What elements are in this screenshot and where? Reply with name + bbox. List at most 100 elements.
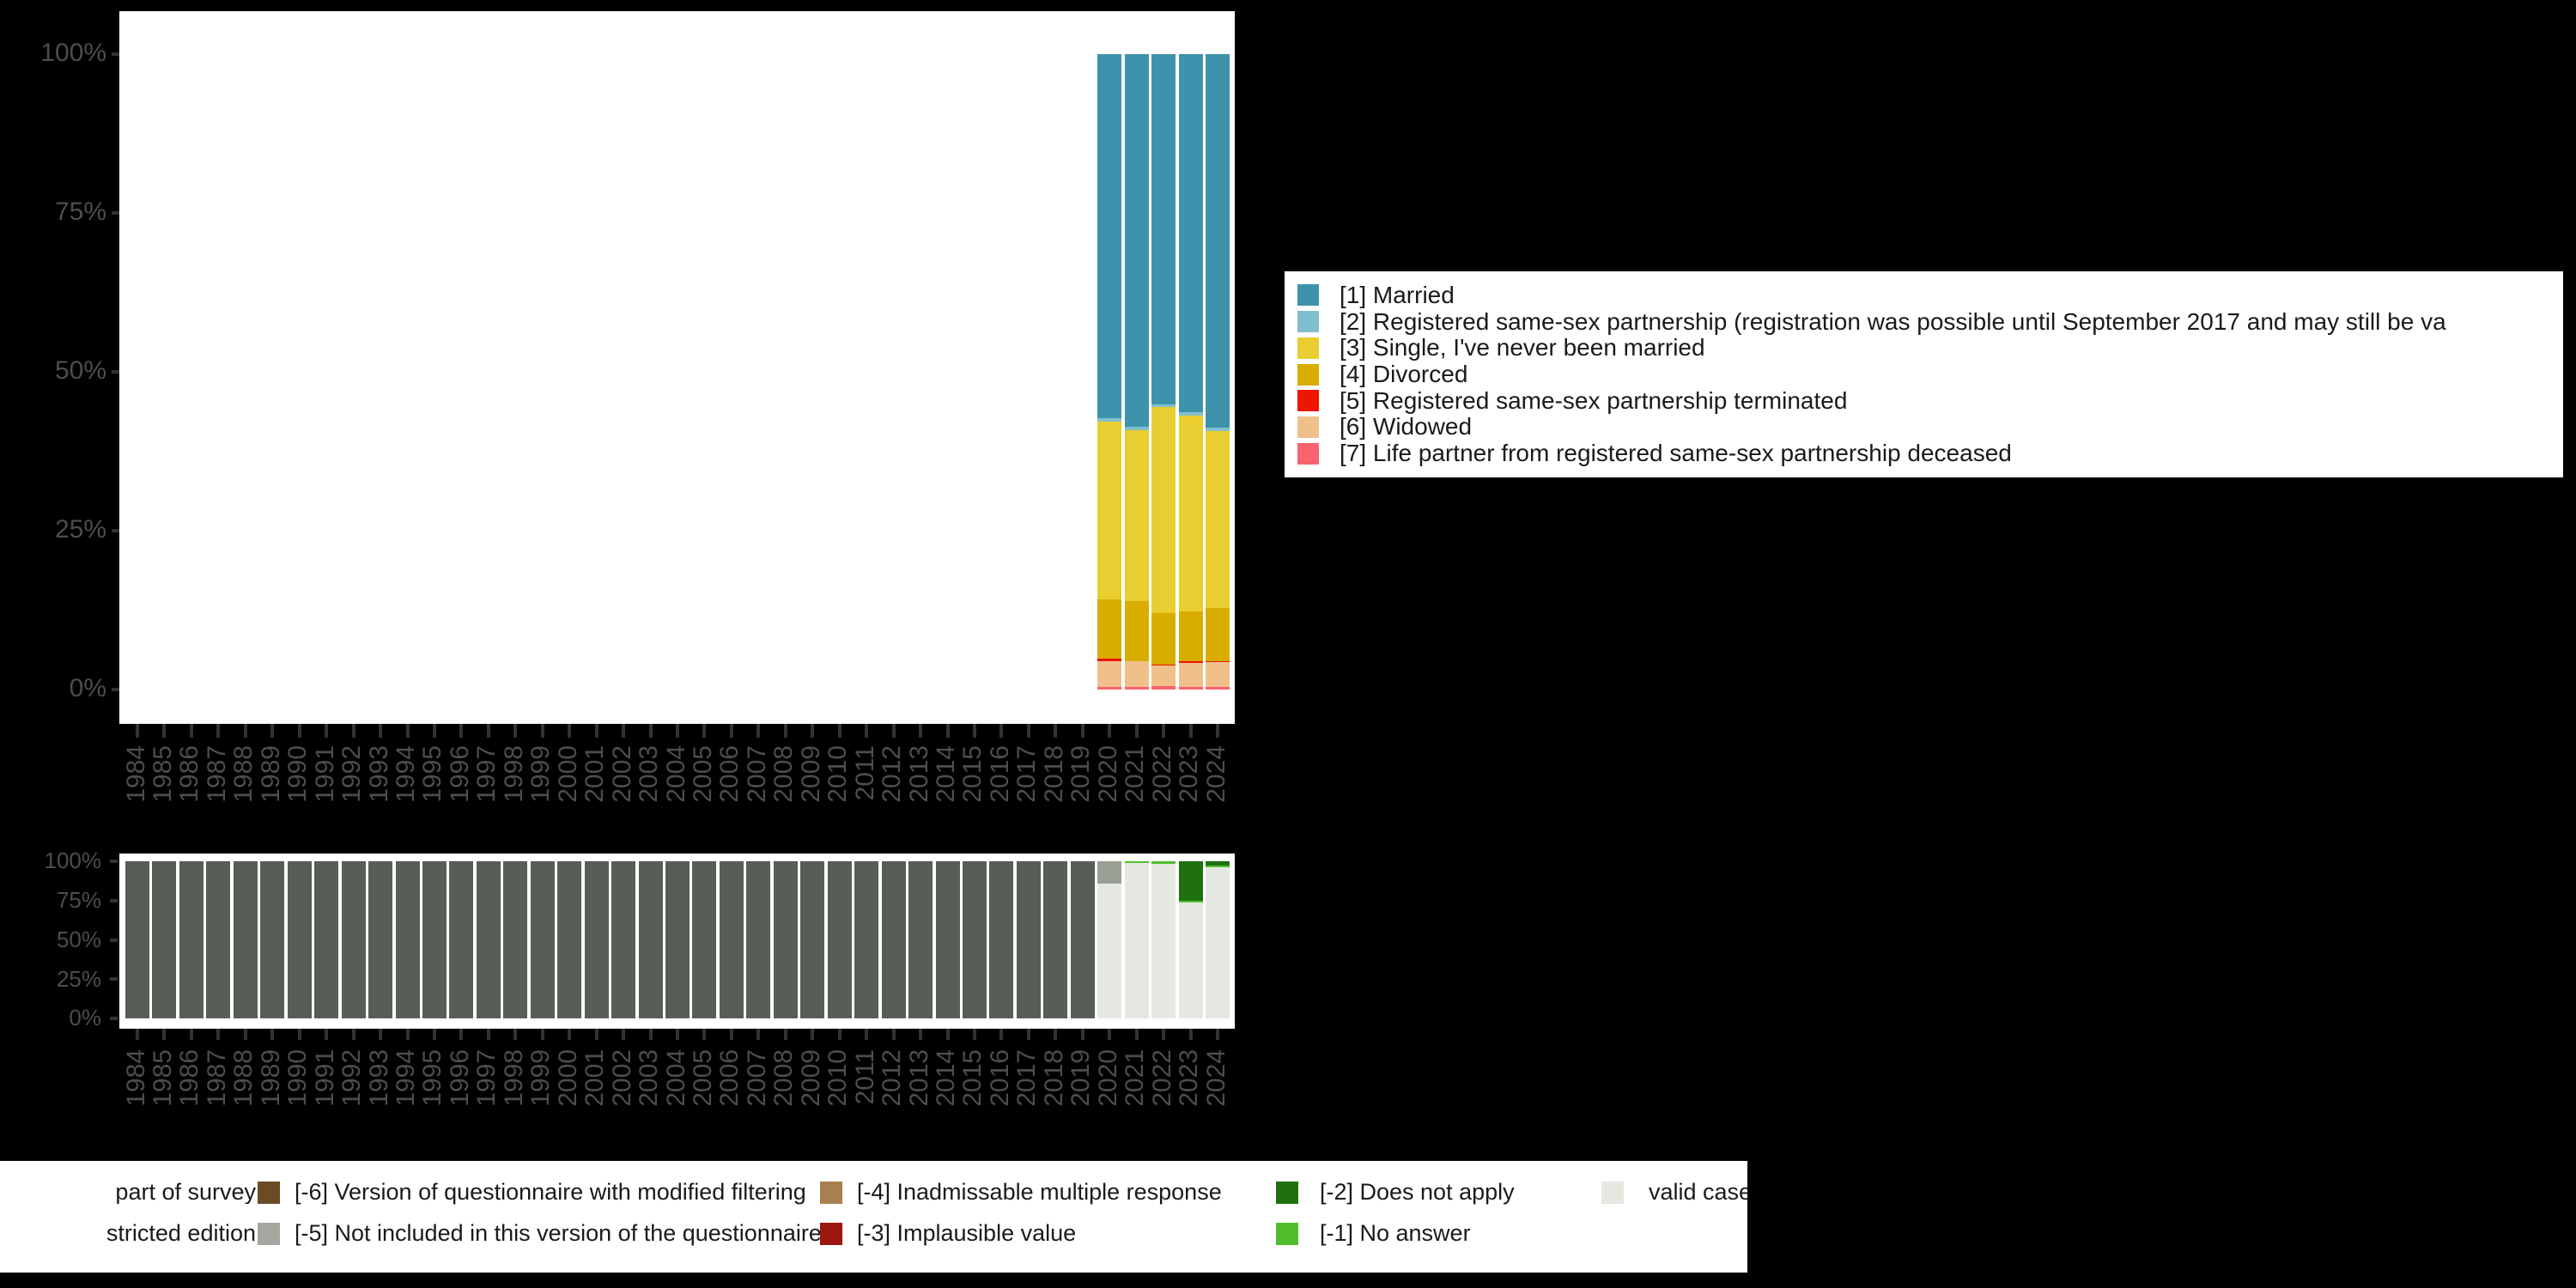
x-axis-year-label: 2010 (823, 1049, 853, 1107)
missings-legend: part of survey [-6] Version of questionna… (0, 1161, 1747, 1273)
x-axis-tick (756, 724, 761, 738)
x-axis-year-label: 2006 (715, 1049, 744, 1107)
bar-segment-category-3 (1151, 407, 1176, 614)
x-axis-year-label: 2007 (742, 745, 771, 803)
bar-segment-category-5 (1097, 659, 1122, 661)
y-axis-tick (110, 977, 118, 981)
x-axis-tick (405, 724, 410, 738)
bar-segment-category-4 (1124, 601, 1149, 661)
bar-segment-category-3 (1097, 421, 1122, 599)
x-axis-tick (1188, 724, 1193, 738)
x-axis-year-label: 1995 (418, 745, 447, 803)
x-axis-year-label: 2014 (932, 745, 960, 803)
x-axis-tick (540, 1029, 544, 1040)
legend-swatch-category-6 (1297, 416, 1319, 438)
y-axis-tick-label: 75% (56, 887, 101, 914)
x-axis-year-label: 1989 (256, 745, 285, 803)
missing-bar-segment-valid (1206, 866, 1230, 1018)
x-axis-year-label: 2003 (635, 1049, 664, 1107)
x-axis-tick (729, 1029, 733, 1040)
x-axis-year-label: 2001 (580, 745, 610, 803)
x-axis-year-label: 1987 (202, 745, 231, 803)
missing-bar-segment-not_part_of_survey (368, 861, 393, 1018)
x-axis-year-label: 1988 (229, 745, 258, 803)
x-axis-year-label: 1998 (499, 745, 528, 803)
missing-bar-segment-not_part_of_survey (989, 861, 1014, 1018)
bar-segment-category-7 (1206, 687, 1230, 690)
bar-segment-category-4 (1178, 611, 1203, 661)
x-axis-tick (594, 724, 598, 738)
missing-bar-segment-not_part_of_survey (962, 861, 987, 1018)
bar-segment-category-1 (1178, 54, 1203, 413)
top-chart-plot-area (119, 11, 1235, 724)
x-axis-year-label: 2023 (1175, 1049, 1204, 1107)
x-axis-tick (1188, 1029, 1193, 1040)
x-axis-year-label: 2019 (1066, 745, 1096, 803)
x-axis-tick (270, 1029, 275, 1040)
y-axis-tick-label: 100% (44, 848, 102, 874)
x-axis-tick (999, 724, 1004, 738)
legend-label: [5] Registered same-sex partnership term… (1340, 386, 1848, 414)
legend-label-clipped: stricted edition (106, 1222, 256, 1245)
legend-label: [6] Widowed (1340, 413, 1473, 440)
missing-bar-segment-not_part_of_survey (314, 861, 339, 1018)
missing-bar-segment-not_part_of_survey (260, 861, 285, 1018)
x-axis-year-label: 2001 (580, 1049, 610, 1107)
missing-bar-segment-not_part_of_survey (773, 861, 798, 1018)
x-axis-year-label: 2018 (1039, 745, 1068, 803)
missing-bar-segment-not_part_of_survey (719, 861, 744, 1018)
x-axis-year-label: 1994 (392, 745, 420, 803)
x-axis-year-label: 1990 (283, 1049, 313, 1107)
y-axis-tick-label: 50% (56, 926, 101, 952)
missing-bar-segment-no_answer (1151, 861, 1176, 864)
x-axis-year-label: 1995 (418, 1049, 447, 1107)
bar-segment-category-4 (1151, 613, 1176, 665)
legend-item-category-2: [2] Registered same-sex partnership (reg… (1285, 308, 2563, 335)
missing-bar-segment-not_part_of_survey (638, 861, 663, 1018)
legend-item-category-3: [3] Single, I've never been married (1285, 334, 2563, 361)
missing-bar-segment-not_part_of_survey (935, 861, 960, 1018)
missing-bar-segment-not_part_of_survey (152, 861, 177, 1018)
bar-segment-category-1 (1151, 54, 1176, 404)
x-axis-tick (972, 1029, 976, 1040)
x-axis-tick (783, 1029, 787, 1040)
x-axis-year-label: 2002 (607, 1049, 636, 1107)
missing-bar-segment-not_part_of_survey (233, 861, 258, 1018)
x-axis-year-label: 1992 (337, 1049, 367, 1107)
missing-bar-segment-not_part_of_survey (125, 861, 149, 1018)
legend-swatch-missing (820, 1223, 842, 1245)
x-axis-year-label: 1992 (337, 745, 367, 803)
missing-bar-segment-no_answer (1206, 865, 1230, 867)
missing-bar-segment-not_part_of_survey (854, 861, 879, 1018)
x-axis-tick (676, 724, 679, 738)
x-axis-year-label: 2008 (769, 1049, 799, 1107)
x-axis-tick (1134, 1029, 1139, 1040)
y-axis-tick (110, 898, 118, 902)
missing-bar-segment-no_answer (1124, 861, 1149, 863)
x-axis-year-label: 2011 (850, 1049, 879, 1105)
x-axis-year-label: 2013 (904, 745, 933, 803)
x-axis-tick (945, 1029, 950, 1040)
legend-swatch-missing (1276, 1223, 1298, 1245)
x-axis-year-label: 2009 (796, 745, 825, 803)
bar-segment-category-5 (1178, 660, 1203, 663)
x-axis-tick (811, 724, 815, 738)
x-axis-year-label: 1986 (175, 745, 204, 803)
x-axis-tick (891, 724, 896, 738)
x-axis-tick (865, 1029, 869, 1040)
x-axis-tick (325, 1029, 329, 1040)
legend-label-missing: [-3] Implausible value (857, 1220, 1077, 1246)
x-axis-tick (837, 724, 841, 738)
missing-bar-segment-not_part_of_survey (611, 861, 636, 1018)
x-axis-tick (136, 724, 139, 738)
x-axis-tick (1054, 724, 1058, 738)
legend-label-missing: [-1] No answer (1320, 1220, 1471, 1246)
legend-swatch-category-2 (1297, 311, 1319, 333)
x-axis-year-label: 2021 (1121, 745, 1150, 803)
missing-bar-segment-not_part_of_survey (422, 861, 447, 1018)
y-axis-tick (110, 1017, 118, 1020)
missing-bar-segment-not_part_of_survey (1043, 861, 1068, 1018)
legend-label-missing: [-5] Not included in this version of the… (295, 1220, 822, 1246)
bar-segment-category-2 (1206, 428, 1230, 431)
x-axis-year-label: 2017 (1012, 745, 1042, 803)
